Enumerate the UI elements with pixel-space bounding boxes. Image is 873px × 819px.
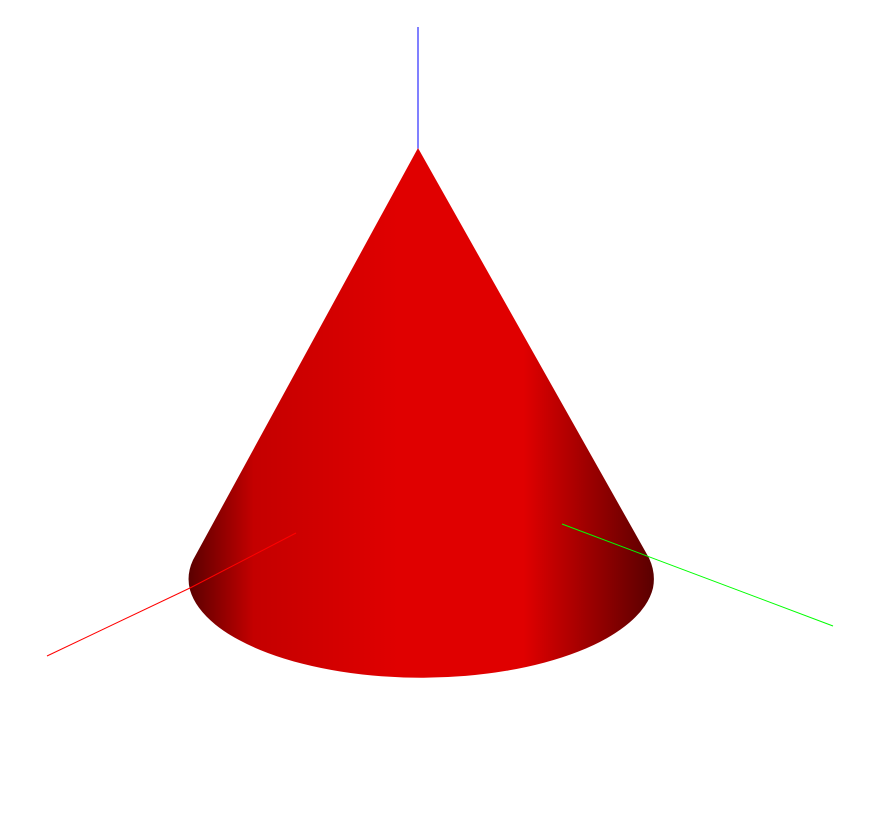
x-axis-line	[46, 587, 191, 657]
x-axis-segment	[189, 532, 297, 589]
cone-mesh[interactable]	[188, 148, 654, 678]
y-axis-line	[561, 523, 834, 627]
